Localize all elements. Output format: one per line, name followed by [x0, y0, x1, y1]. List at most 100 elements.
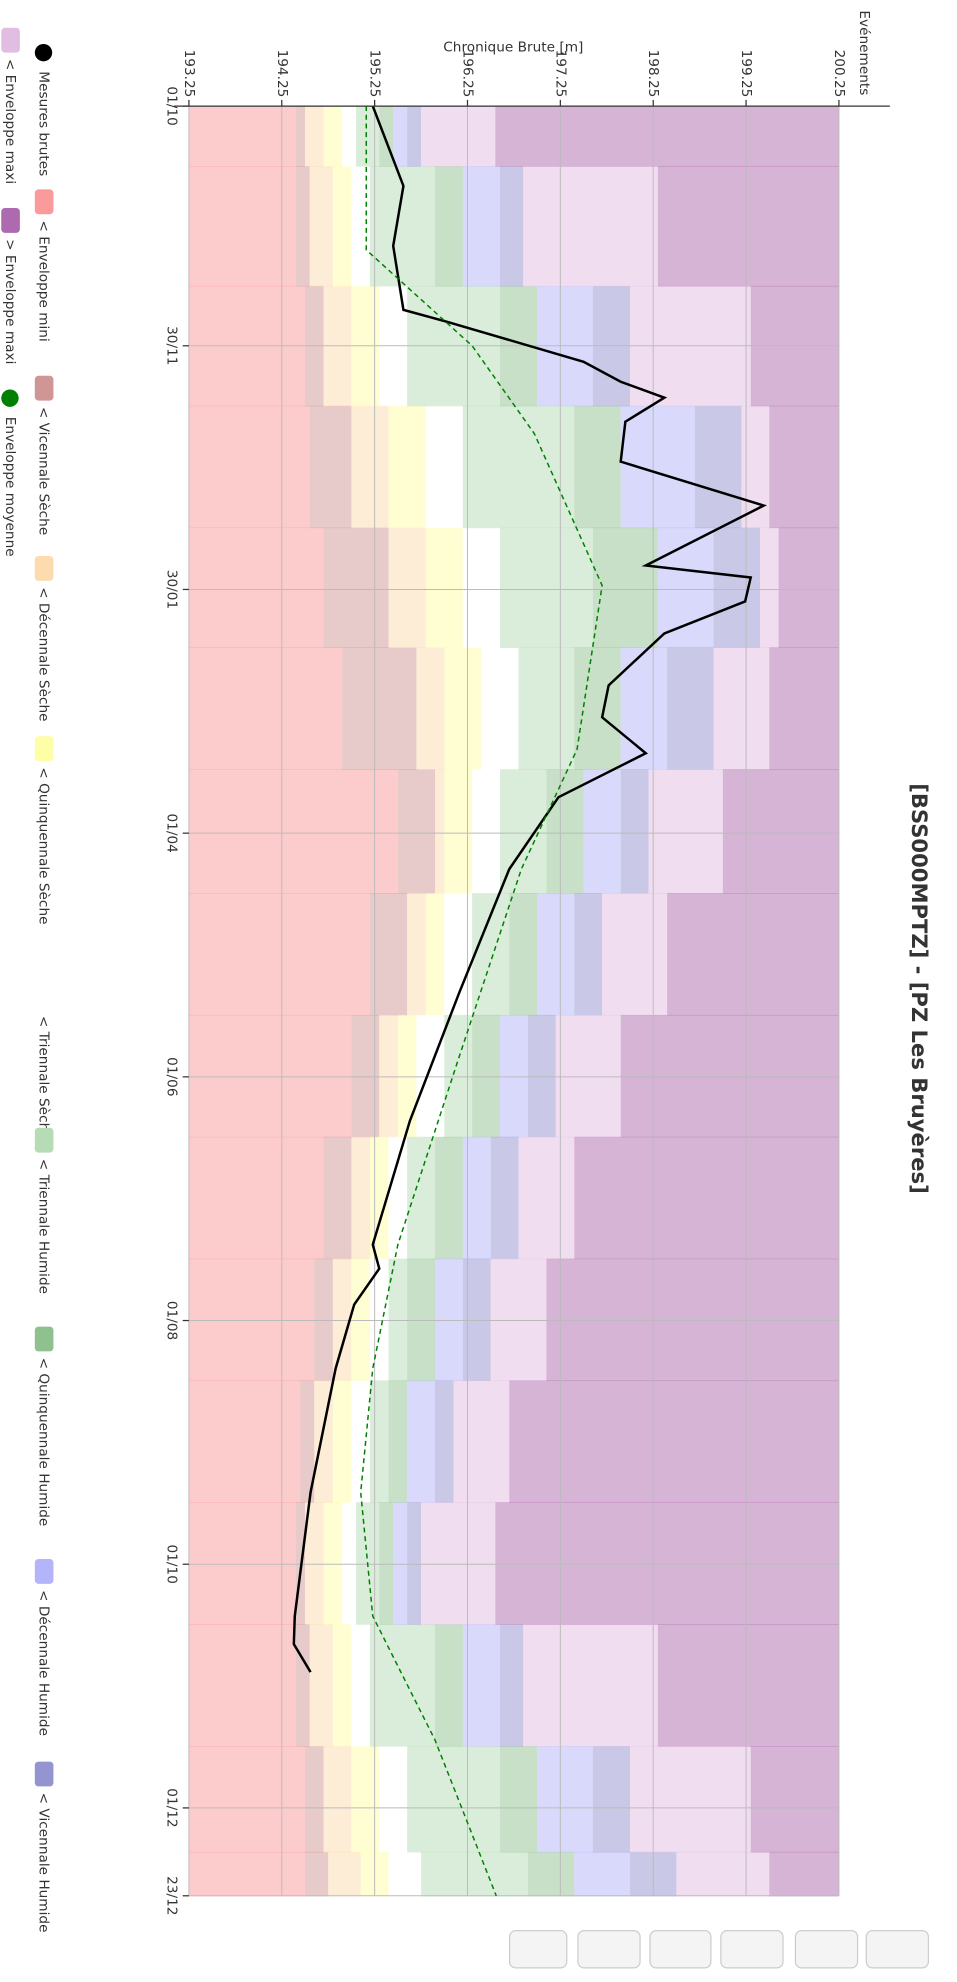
- band-segment: [574, 647, 621, 770]
- band-segment: [592, 1745, 630, 1853]
- band-segment: [369, 893, 408, 1016]
- band-region: [546, 1258, 839, 1382]
- band-segment: [188, 769, 398, 894]
- band-segment: [351, 1380, 370, 1503]
- band-segment: [453, 1380, 510, 1503]
- band-segment: [309, 166, 333, 287]
- legend-swatch: [1, 27, 20, 53]
- legend-swatch: [34, 43, 53, 62]
- legend-label: < Vicennale Sèche: [35, 407, 51, 535]
- toolbar-button[interactable]: [508, 1929, 568, 1969]
- band-segment: [434, 769, 445, 894]
- band-segment: [342, 1502, 357, 1625]
- band-segment: [397, 1014, 417, 1138]
- band-segment: [188, 1851, 305, 1897]
- band-segment: [304, 1502, 324, 1625]
- band-segment: [188, 1502, 296, 1625]
- band-region: [509, 1380, 839, 1503]
- band-segment: [713, 527, 760, 649]
- band-segment: [499, 1014, 528, 1138]
- band-segment: [537, 893, 575, 1016]
- band-segment: [574, 893, 603, 1016]
- band-segment: [342, 106, 357, 167]
- band-segment: [620, 405, 695, 529]
- band-segment: [332, 1624, 352, 1747]
- band-segment: [407, 1380, 435, 1503]
- band-segment: [188, 893, 370, 1016]
- band-segment: [393, 1502, 408, 1625]
- band-segment: [295, 106, 305, 167]
- band-segment: [518, 647, 575, 770]
- band-segment: [188, 647, 343, 770]
- band-region: [750, 1745, 839, 1853]
- band-segment: [407, 1258, 435, 1382]
- band-segment: [407, 1745, 500, 1853]
- legend-swatch: [34, 1558, 54, 1584]
- legend-label: Mesures brutes: [36, 71, 52, 176]
- band-region: [657, 1624, 839, 1747]
- band-segment: [323, 1502, 343, 1625]
- band-region: [657, 166, 839, 287]
- toolbar-button[interactable]: [577, 1929, 641, 1969]
- y-tick-label: 193.25: [181, 50, 197, 98]
- y-tick-label: 194.25: [274, 50, 290, 98]
- legend-label: < Triennale Humide: [36, 1159, 52, 1294]
- band-segment: [694, 405, 742, 529]
- band-segment: [407, 1502, 422, 1625]
- band-segment: [188, 405, 310, 529]
- band-segment: [472, 893, 510, 1016]
- band-region: [495, 1502, 839, 1625]
- band-segment: [421, 1851, 528, 1897]
- toolbar-button[interactable]: [649, 1929, 712, 1969]
- band-segment: [472, 1014, 500, 1138]
- band-segment: [379, 1502, 394, 1625]
- band-segment: [462, 166, 500, 287]
- legend-swatch: [34, 189, 54, 215]
- x-tick-label: 01/12: [164, 1788, 180, 1827]
- band-segment: [481, 647, 519, 770]
- band-segment: [188, 1136, 324, 1260]
- band-segment: [462, 527, 500, 649]
- band-segment: [351, 1258, 370, 1382]
- band-segment: [323, 527, 389, 649]
- band-segment: [351, 1624, 370, 1747]
- toolbar: [508, 1929, 930, 1969]
- band-segment: [351, 166, 370, 287]
- band-segment: [295, 1624, 310, 1747]
- toolbar-button[interactable]: [794, 1929, 859, 1969]
- band-region: [778, 527, 839, 649]
- band-segment: [188, 1014, 352, 1138]
- band-segment: [499, 166, 524, 287]
- y-tick-label: 198.25: [645, 50, 661, 98]
- toolbar-button[interactable]: [720, 1929, 784, 1969]
- band-segment: [379, 1014, 398, 1138]
- legend-label: Enveloppe moyenne: [2, 417, 18, 557]
- band-segment: [388, 405, 426, 529]
- legend-swatch: [34, 1326, 54, 1352]
- y-tick-label: 196.25: [459, 50, 475, 98]
- y-tick-label: 195.25: [367, 50, 383, 98]
- events-label: Evénements: [856, 10, 872, 95]
- band-segment: [555, 1014, 621, 1138]
- toolbar-button[interactable]: [865, 1929, 930, 1969]
- band-segment: [425, 527, 463, 649]
- band-region: [620, 1014, 839, 1138]
- band-segment: [300, 1380, 315, 1503]
- x-tick-label: 01/10: [164, 1545, 180, 1584]
- band-segment: [421, 106, 496, 167]
- band-segment: [490, 1136, 519, 1260]
- band-segment: [676, 1851, 770, 1897]
- band-segment: [472, 769, 500, 894]
- band-segment: [574, 1851, 630, 1897]
- band-segment: [351, 1136, 370, 1260]
- band-segment: [434, 1624, 463, 1747]
- band-segment: [629, 1745, 751, 1853]
- band-segment: [759, 527, 779, 649]
- band-segment: [434, 1136, 463, 1260]
- grid: [188, 105, 840, 1897]
- y-tick-label: 200.25: [831, 50, 847, 98]
- x-tick-label: 01/10: [164, 86, 180, 125]
- band-segment: [425, 893, 445, 1016]
